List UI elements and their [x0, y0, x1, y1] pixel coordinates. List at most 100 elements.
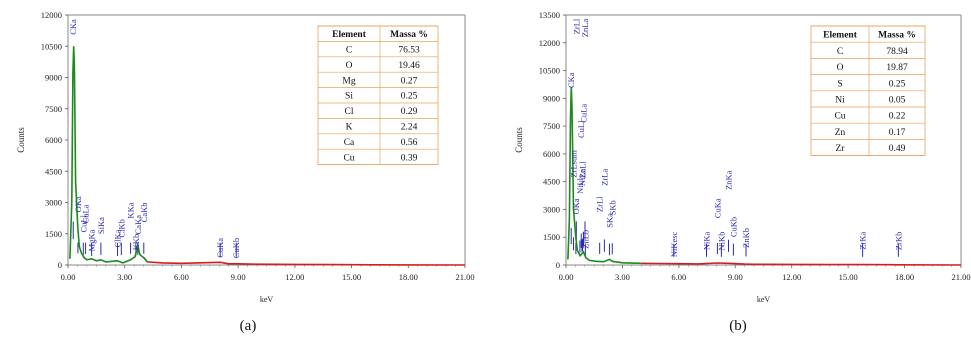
x-tick-label: 18.00 [399, 272, 418, 282]
x-tick-label: 6.00 [174, 272, 189, 282]
y-tick-label: 4500 [543, 177, 560, 187]
peak-label: NiKesc [669, 231, 679, 257]
table-header: Element [823, 31, 858, 41]
panel-label: (a) [240, 318, 257, 334]
table-cell: C [346, 45, 352, 55]
y-axis-label: Counts [514, 127, 524, 153]
table-cell: 0.29 [401, 107, 418, 117]
spectrum-low [567, 87, 642, 265]
peak-label: CKa [68, 19, 78, 35]
table-cell: 0.05 [889, 95, 906, 105]
x-axis-label: keV [260, 295, 274, 304]
composition-table: Element Massa % C 76.53 O 19.46 Mg 0.27 Si 0.25 Cl… [317, 25, 439, 166]
spectrum-high [641, 262, 962, 266]
y-tick-label: 1500 [543, 232, 560, 242]
table-cell: 0.39 [401, 153, 418, 163]
peak-label: CuLa [578, 104, 588, 123]
peak-label: CuKb [231, 238, 241, 258]
table-cell: K [346, 122, 353, 132]
table-cell: 76.53 [398, 45, 420, 55]
peak-label: CuKa [712, 198, 722, 218]
table-cell: 19.87 [886, 63, 908, 73]
y-tick-label: 3000 [543, 204, 560, 214]
panel-b: 0 1500 3000 4500 6000 7500 9000 10500 12000 13500… [514, 10, 971, 334]
x-tick-label: 15.00 [839, 272, 858, 282]
x-tick-label: 12.00 [285, 272, 304, 282]
table-cell: Mg [342, 76, 355, 86]
y-tick-label: 6000 [45, 135, 62, 145]
y-axis-label: Counts [16, 127, 26, 153]
x-tick-label: 21.00 [455, 272, 474, 282]
panel-a: 0 1500 3000 4500 6000 7500 9000 10500 12000 0.00 3… [16, 10, 475, 334]
peak-label: ZnLa [580, 18, 590, 37]
y-tick-label: 7500 [543, 121, 560, 131]
panel-label: (b) [729, 318, 747, 334]
peak-label: SKa [604, 213, 614, 228]
table-cell: Cu [834, 112, 845, 122]
x-axis-label: keV [757, 295, 771, 304]
table-header: Massa % [390, 30, 428, 40]
x-tick-label: 18.00 [895, 272, 914, 282]
peak-label: NiKb [716, 232, 726, 251]
table-cell: 19.46 [398, 61, 420, 71]
peak-label: CaKa [133, 215, 143, 235]
x-tick-label: 9.00 [231, 272, 246, 282]
table-cell: 0.25 [401, 92, 418, 102]
y-tick-label: 12000 [41, 10, 62, 20]
y-tick-label: 6000 [543, 149, 560, 159]
y-tick-label: 0 [58, 260, 62, 270]
x-tick-label: 12.00 [782, 272, 801, 282]
peak-label: ZrLa [599, 168, 609, 185]
y-tick-label: 12000 [539, 38, 560, 48]
y-tick-label: 1500 [45, 229, 62, 239]
y-tick-label: 10500 [539, 66, 560, 76]
peak-label: NiKa [702, 231, 712, 250]
peak-label: SiKa [96, 217, 106, 234]
table-cell: Zn [835, 128, 846, 138]
peak-label: ZrKb [893, 232, 903, 250]
peak-label: ZrLl [571, 18, 581, 34]
y-tick-label: 9000 [45, 73, 62, 83]
peak-label: NiLl [575, 177, 585, 194]
table-cell: Cu [343, 153, 354, 163]
x-tick-label: 6.00 [671, 272, 686, 282]
y-tick-label: 9000 [543, 93, 560, 103]
y-tick-label: 3000 [45, 198, 62, 208]
peak-label: ZnLl [578, 161, 588, 179]
table-header: Element [332, 30, 367, 40]
spectrum-low [69, 46, 149, 264]
peak-label: MgKa [87, 229, 97, 251]
peak-label: CuLl [78, 214, 88, 232]
table-cell: 0.56 [401, 138, 418, 148]
table-cell: 78.94 [886, 47, 908, 57]
y-tick-label: 4500 [45, 166, 62, 176]
table-cell: Si [345, 92, 353, 102]
peak-label: SKb [607, 200, 617, 215]
peak-label: CKa [566, 72, 576, 88]
table-cell: 2.24 [401, 122, 418, 132]
table-cell: Ca [344, 138, 355, 148]
peak-label: ZrLsum [569, 150, 579, 178]
x-tick-label: 21.00 [951, 272, 970, 282]
x-tick-label: 0.00 [559, 272, 574, 282]
peak-label: ZnLb [580, 230, 590, 249]
peak-label: ZrLl [595, 196, 605, 212]
y-tick-label: 10500 [41, 41, 62, 51]
peak-label: ClKb [116, 219, 126, 237]
table-cell: Ni [835, 95, 845, 105]
x-tick-label: 3.00 [117, 272, 132, 282]
y-tick-label: 7500 [45, 104, 62, 114]
peak-label: OKa [73, 196, 83, 212]
peak-label: CaKb [139, 203, 149, 223]
peak-label: ZnKa [724, 170, 734, 190]
x-tick-label: 0.00 [61, 272, 76, 282]
peak-label: KKa [126, 202, 136, 218]
peak-label: OKa [571, 198, 581, 214]
table-cell: S [837, 79, 842, 89]
spectrum-high [143, 257, 466, 266]
table-cell: 0.22 [889, 112, 906, 122]
table-cell: 0.25 [889, 79, 906, 89]
peak-label: ZnKb [741, 228, 751, 248]
y-tick-label: 0 [556, 260, 560, 270]
